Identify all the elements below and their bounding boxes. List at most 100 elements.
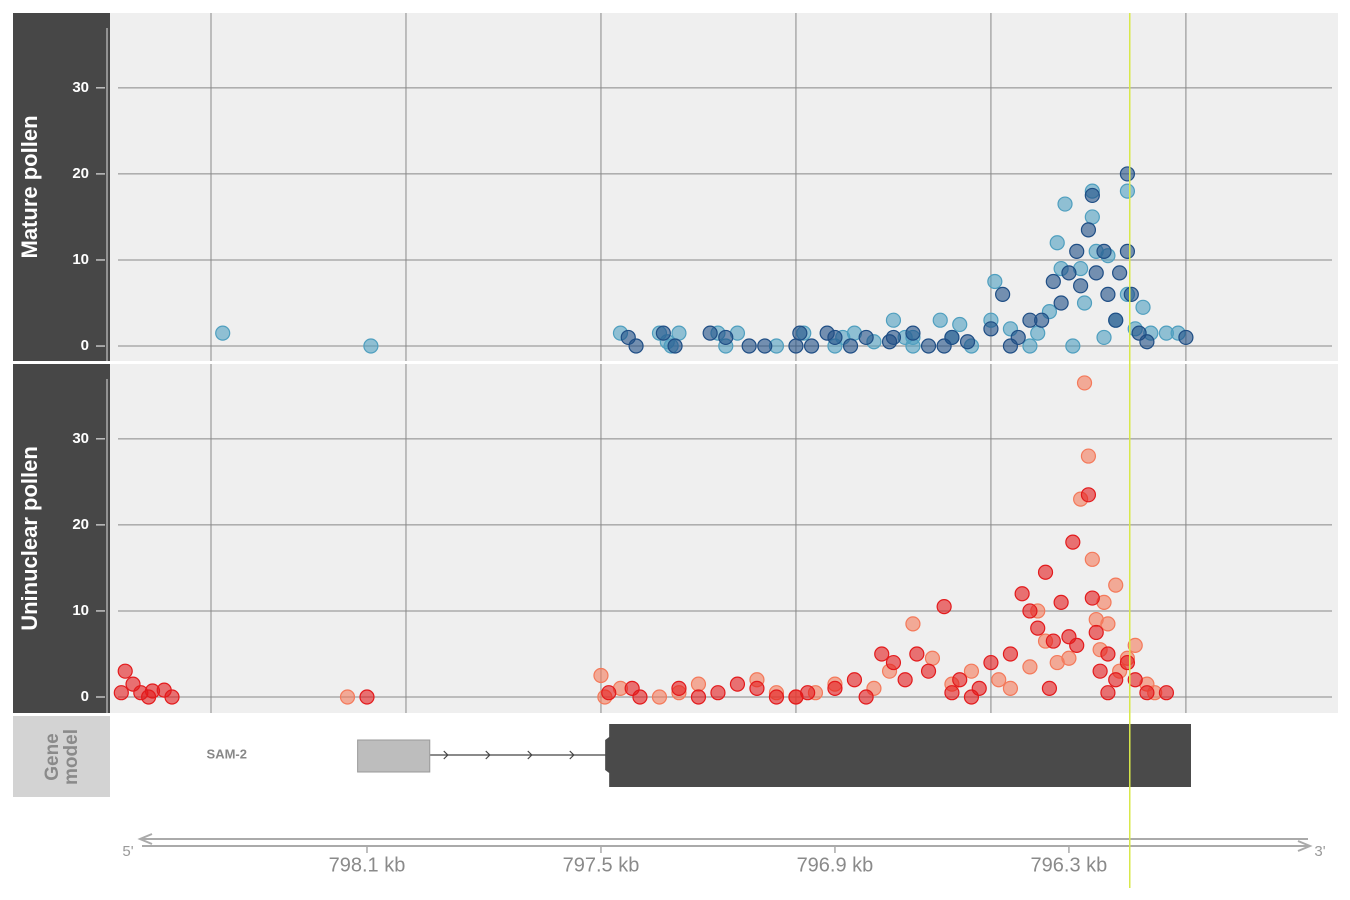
point (1053, 295, 1069, 311)
y-tick-label: 10 (72, 602, 89, 619)
point (1041, 680, 1058, 696)
point (1080, 222, 1097, 238)
point (702, 325, 718, 341)
point (858, 329, 874, 346)
point (1034, 312, 1050, 328)
point (628, 338, 644, 354)
point (846, 672, 863, 688)
point (729, 676, 746, 692)
point (1045, 273, 1061, 290)
point (1084, 187, 1100, 204)
point (842, 338, 859, 354)
strand-arrow (485, 750, 491, 760)
point (1069, 243, 1085, 259)
axis-tick-label: 796.3 kb (1031, 854, 1108, 876)
point (655, 325, 671, 341)
point (113, 685, 129, 701)
genome-axis-arrow (137, 833, 1313, 852)
point (1022, 338, 1038, 354)
point (1076, 295, 1093, 311)
point (1073, 278, 1089, 294)
point (1022, 603, 1038, 619)
point (1002, 680, 1019, 696)
point (1100, 616, 1116, 632)
point (991, 672, 1007, 688)
point (1022, 659, 1038, 675)
point (987, 273, 1003, 290)
point (671, 325, 687, 341)
y-tick-label: 10 (72, 251, 89, 268)
point (1139, 334, 1155, 350)
axis-tick-label: 797.5 kb (563, 854, 640, 876)
point (963, 663, 980, 679)
point (827, 329, 843, 346)
point (164, 689, 180, 705)
point (215, 325, 231, 341)
point (1119, 166, 1136, 182)
y-tick-label: 0 (81, 688, 89, 705)
point (1096, 243, 1112, 259)
point (963, 689, 980, 705)
point (800, 685, 816, 701)
panel-strip (13, 13, 110, 361)
point (932, 312, 948, 328)
point (1030, 620, 1046, 636)
strand-arrow (569, 750, 575, 760)
point (1135, 299, 1151, 315)
panel-label: Mature pollen (17, 115, 42, 258)
point (1112, 265, 1128, 281)
point (667, 338, 683, 354)
point (1100, 685, 1116, 701)
point (952, 672, 968, 688)
point (905, 325, 921, 341)
point (757, 338, 773, 354)
point (885, 654, 902, 671)
point (1014, 586, 1030, 602)
cds (605, 724, 1191, 787)
point (690, 689, 707, 705)
y-tick-label: 20 (72, 165, 89, 182)
utr (357, 739, 431, 773)
point (983, 654, 999, 671)
axis-tick-label: 796.9 kb (797, 854, 874, 876)
point (803, 338, 820, 354)
point (995, 286, 1011, 302)
point (339, 689, 356, 705)
point (1080, 487, 1097, 503)
point (1049, 235, 1065, 251)
gene-model-strip (13, 716, 110, 797)
point (827, 680, 843, 696)
panel-label: Uninuclear pollen (17, 446, 42, 631)
point (1119, 183, 1136, 199)
point (749, 680, 765, 696)
y-tick-label: 0 (81, 337, 89, 354)
point (905, 616, 921, 632)
point (1061, 650, 1077, 666)
point (885, 329, 902, 346)
y-tick-label: 30 (72, 430, 89, 447)
point (1076, 375, 1093, 391)
point (952, 316, 968, 333)
point (690, 676, 707, 692)
point (601, 685, 617, 701)
point (671, 680, 687, 696)
point (1108, 672, 1124, 688)
point (1158, 685, 1175, 701)
point (885, 312, 902, 328)
point-series (113, 487, 1175, 705)
point (1088, 265, 1104, 281)
point (909, 646, 925, 662)
point (1119, 243, 1136, 259)
point (924, 650, 941, 666)
point (1069, 637, 1085, 653)
point (1088, 624, 1104, 641)
point-series (620, 166, 1194, 354)
point (1002, 338, 1019, 354)
point (768, 689, 785, 705)
point (959, 334, 976, 350)
plot-background (110, 13, 1338, 361)
point (920, 338, 937, 354)
point (593, 667, 609, 684)
point (858, 689, 874, 705)
